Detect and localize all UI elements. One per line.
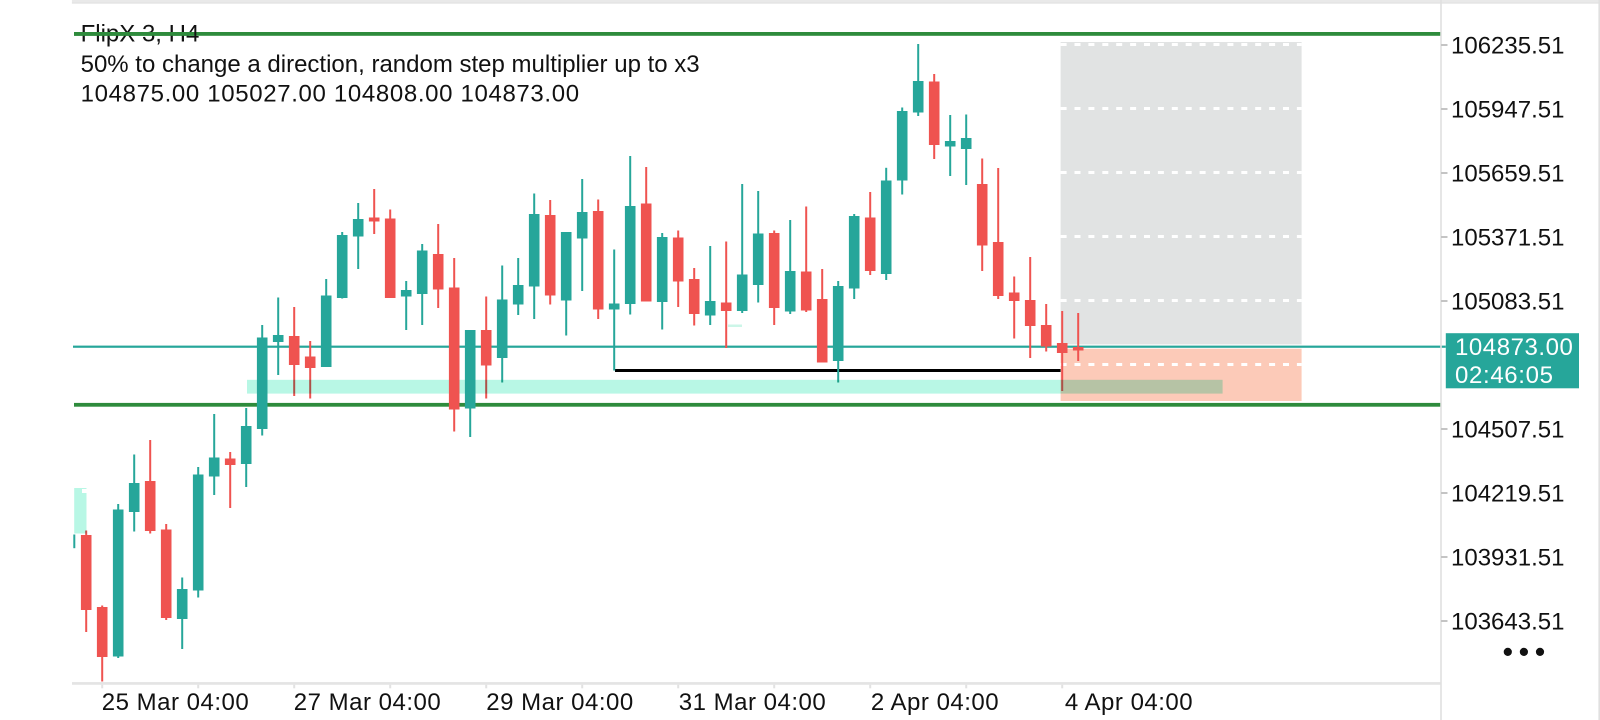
svg-text:105659.51: 105659.51 xyxy=(1451,161,1564,188)
svg-text:25 Mar 04:00: 25 Mar 04:00 xyxy=(102,689,249,716)
svg-text:104875.00 105027.00 104808.00: 104875.00 105027.00 104808.00 104873.00 xyxy=(81,81,580,108)
svg-text:2 Apr 04:00: 2 Apr 04:00 xyxy=(871,689,999,716)
svg-text:02:46:05: 02:46:05 xyxy=(1455,362,1554,389)
svg-text:50% to change a direction, ran: 50% to change a direction, random step m… xyxy=(81,51,700,78)
svg-text:29 Mar 04:00: 29 Mar 04:00 xyxy=(486,689,633,716)
svg-text:103643.51: 103643.51 xyxy=(1451,609,1564,636)
svg-text:105947.51: 105947.51 xyxy=(1451,97,1564,124)
svg-text:105083.51: 105083.51 xyxy=(1451,289,1564,316)
svg-text:106235.51: 106235.51 xyxy=(1451,33,1564,60)
svg-text:104507.51: 104507.51 xyxy=(1451,417,1564,444)
svg-text:27 Mar 04:00: 27 Mar 04:00 xyxy=(294,689,441,716)
svg-text:104873.00: 104873.00 xyxy=(1455,334,1573,361)
svg-text:4 Apr 04:00: 4 Apr 04:00 xyxy=(1065,689,1193,716)
svg-text:105371.51: 105371.51 xyxy=(1451,225,1564,252)
svg-text:104219.51: 104219.51 xyxy=(1451,481,1564,508)
svg-text:103931.51: 103931.51 xyxy=(1451,545,1564,572)
svg-text:31 Mar 04:00: 31 Mar 04:00 xyxy=(679,689,826,716)
